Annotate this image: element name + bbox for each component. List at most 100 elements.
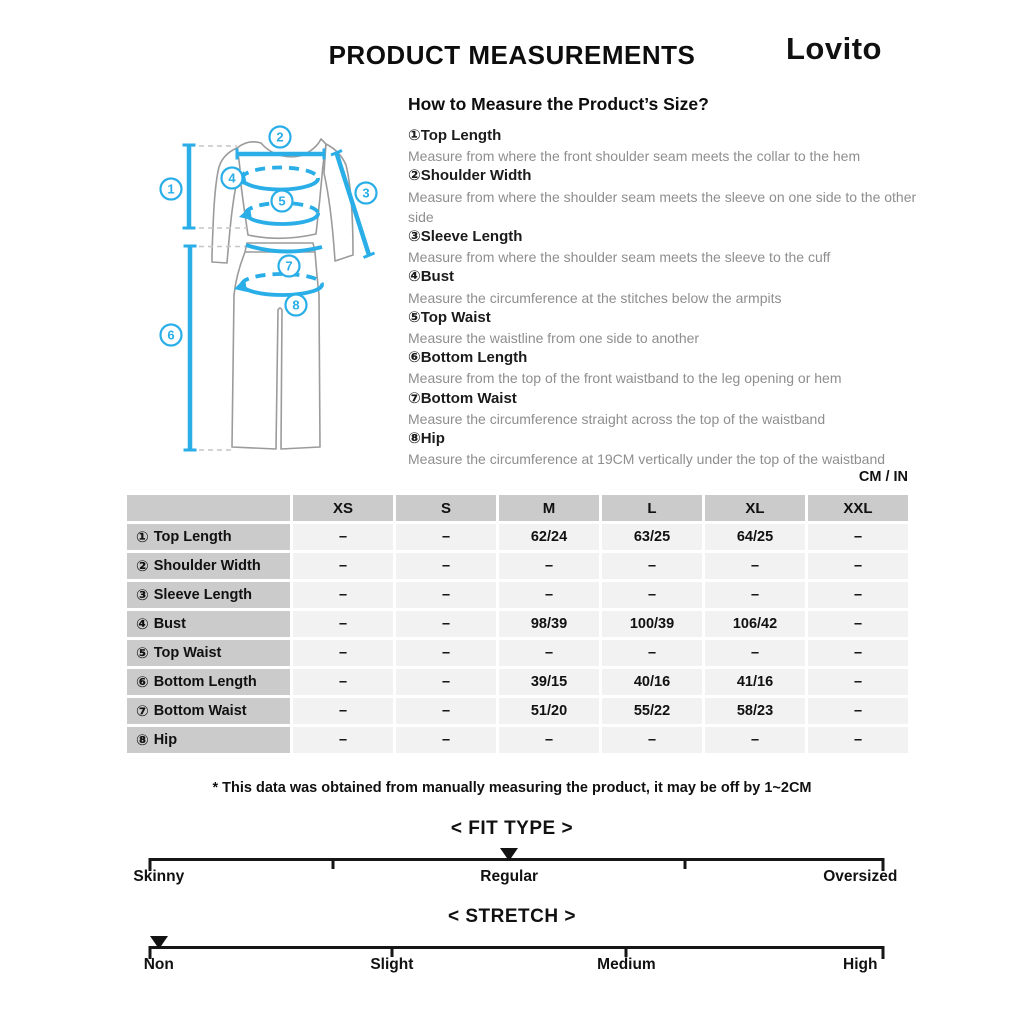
item-title: ④Bust	[408, 267, 938, 287]
item-title: ①Top Length	[408, 126, 938, 146]
how-to-item: ①Top Length Measure from where the front…	[408, 126, 938, 166]
table-cell: –	[808, 640, 908, 666]
row-num: ②	[136, 558, 149, 575]
item-title: ⑥Bottom Length	[408, 348, 938, 368]
table-cell: –	[499, 553, 599, 579]
table-cell: –	[808, 524, 908, 550]
table-cell: –	[499, 640, 599, 666]
fit-type-tick	[683, 858, 687, 869]
fit-type-marker	[500, 848, 519, 861]
how-to-item: ⑦Bottom Waist Measure the circumference …	[408, 389, 938, 429]
item-num: ③	[408, 228, 421, 246]
stretch-slider	[148, 936, 885, 966]
how-to-item: ⑤Top Waist Measure the waistline from on…	[408, 308, 938, 348]
measurement-disclaimer: * This data was obtained from manually m…	[212, 780, 812, 796]
item-num: ⑥	[408, 349, 421, 367]
item-desc: Measure from where the shoulder seam mee…	[408, 249, 831, 266]
table-cell: 63/25	[602, 524, 702, 550]
stretch-tick	[390, 946, 394, 957]
table-cell: –	[602, 553, 702, 579]
row-label: ① Top Length	[127, 524, 290, 550]
table-cell: –	[602, 582, 702, 608]
right-sleeve	[323, 143, 354, 262]
table-cell: –	[293, 640, 393, 666]
fit-type-tick	[331, 858, 335, 869]
item-title: ③Sleeve Length	[408, 227, 938, 247]
table-cell: 51/20	[499, 698, 599, 724]
table-cell: –	[396, 582, 496, 608]
fit-type-title: < FIT TYPE >	[450, 818, 574, 839]
row-name: Bottom Waist	[153, 703, 247, 719]
fit-type-label-skinny: Skinny	[133, 868, 185, 885]
table-cell: –	[396, 669, 496, 695]
item-name: Bust	[420, 268, 455, 286]
row-name: Shoulder Width	[153, 558, 261, 574]
table-cell: 64/25	[705, 524, 805, 550]
table-cell: 41/16	[705, 669, 805, 695]
item-num: ④	[408, 268, 421, 286]
size-header: XL	[705, 495, 805, 521]
item-name: Sleeve Length	[420, 228, 523, 246]
how-to-item: ②Shoulder Width Measure from where the s…	[408, 166, 938, 227]
stretch-labels: Non Slight Medium High	[144, 956, 883, 976]
row-name: Top Length	[153, 529, 232, 545]
row-label: ⑤ Top Waist	[127, 640, 290, 666]
table-cell: 40/16	[602, 669, 702, 695]
row-num: ⑦	[136, 703, 149, 720]
how-to-item: ⑧Hip Measure the circumference at 19CM v…	[408, 429, 938, 469]
table-cell: 58/23	[705, 698, 805, 724]
item-name: Bottom Waist	[420, 389, 517, 407]
fit-type-label-regular: Regular	[480, 868, 539, 885]
table-cell: –	[396, 640, 496, 666]
row-label: ③ Sleeve Length	[127, 582, 290, 608]
item-title: ⑤Top Waist	[408, 308, 938, 328]
stretch-tick	[624, 946, 628, 957]
fit-type-labels: Skinny Regular Oversized	[133, 868, 897, 888]
stretch-label-medium: Medium	[597, 956, 656, 973]
diagram-number-labels: 1 2 3 4 5 6 7 8	[159, 125, 378, 347]
how-to-heading: How to Measure the Product’s Size?	[408, 94, 709, 114]
table-cell: –	[705, 553, 805, 579]
table-cell: –	[396, 553, 496, 579]
item-desc: Measure the circumference at 19CM vertic…	[408, 451, 886, 468]
item-name: Shoulder Width	[420, 167, 532, 185]
row-label: ⑥ Bottom Length	[127, 669, 290, 695]
table-cell: 55/22	[602, 698, 702, 724]
stretch-label-slight: Slight	[370, 956, 414, 973]
item-num: ⑤	[408, 308, 421, 326]
table-cell: –	[808, 611, 908, 637]
how-to-item: ④Bust Measure the circumference at the s…	[408, 267, 938, 307]
row-name: Hip	[153, 732, 178, 748]
table-cell: –	[808, 727, 908, 753]
table-cell: –	[293, 553, 393, 579]
table-cell: –	[705, 727, 805, 753]
diagram-label-2: 2	[276, 130, 283, 145]
size-table: XS S M L XL XXL ① Top Length – – 62/24 63…	[127, 495, 908, 753]
bottom-waist-line	[245, 243, 323, 254]
size-header: L	[602, 495, 702, 521]
item-name: Top Length	[420, 127, 502, 144]
table-cell: –	[808, 582, 908, 608]
table-cell: –	[293, 727, 393, 753]
item-title: ⑦Bottom Waist	[408, 389, 938, 409]
item-num: ②	[408, 167, 421, 185]
item-desc: Measure from where the front shoulder se…	[408, 148, 861, 165]
item-name: Bottom Length	[420, 349, 528, 367]
item-desc: Measure the waistline from one side to a…	[408, 330, 700, 347]
row-num: ①	[136, 529, 149, 546]
table-cell: –	[293, 524, 393, 550]
item-desc: Measure from where the shoulder seam mee…	[408, 188, 917, 225]
table-cell: –	[602, 727, 702, 753]
stretch-label-high: High	[843, 956, 878, 973]
item-name: Hip	[420, 430, 445, 448]
row-num: ⑧	[136, 732, 149, 749]
table-cell: –	[808, 553, 908, 579]
measure-line-sleeve	[334, 152, 372, 256]
row-num: ③	[136, 587, 149, 604]
table-cell: –	[705, 640, 805, 666]
stretch-title: < STRETCH >	[448, 906, 576, 927]
table-cell: 100/39	[602, 611, 702, 637]
table-cell: –	[293, 611, 393, 637]
item-num: ①	[408, 127, 421, 144]
item-desc: Measure the circumference at the stitche…	[408, 289, 782, 306]
